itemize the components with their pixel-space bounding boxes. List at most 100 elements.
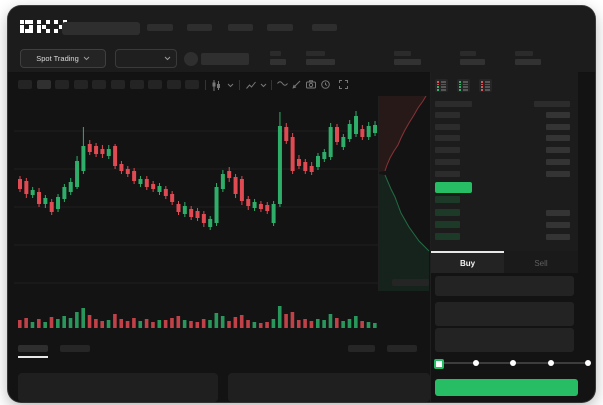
logo-pixel (29, 24, 34, 29)
icon-line (440, 83, 446, 86)
book-bids-icon[interactable] (457, 79, 470, 92)
amount-slider[interactable] (434, 356, 591, 370)
timeframe-button[interactable] (73, 80, 88, 89)
ob-bid-row[interactable] (431, 209, 578, 217)
timeframe-button[interactable] (55, 80, 70, 89)
amount-input-placeholder[interactable] (435, 302, 574, 326)
bid-depth-bar (435, 221, 460, 228)
ticker-stat-label-placeholder (460, 51, 476, 56)
bottom-toolbar-placeholder[interactable] (387, 345, 417, 352)
depth-chart (378, 96, 430, 291)
sell-tab-label: Sell (534, 258, 548, 268)
active-tab-underline (18, 356, 48, 358)
last-price-tag[interactable] (435, 182, 472, 193)
logo-pixel (41, 24, 46, 29)
bottom-toolbar-placeholder[interactable] (348, 345, 375, 352)
icon-dot (437, 88, 439, 91)
ask-amount-placeholder (546, 147, 570, 153)
search-bar[interactable] (62, 22, 140, 35)
candlestick-chart[interactable] (14, 94, 378, 296)
timeframe-button[interactable] (185, 80, 200, 89)
icon-line (484, 88, 490, 91)
icon-dot (459, 83, 461, 86)
market-type-label: Spot Trading (36, 54, 79, 63)
chevron-down-icon (83, 56, 90, 61)
icon-line (462, 83, 468, 86)
timeframe-button[interactable] (92, 80, 107, 89)
nav-item-placeholder[interactable] (312, 24, 337, 31)
timeframe-button[interactable] (129, 80, 144, 89)
bid-depth-bar (435, 233, 460, 240)
bid-amount-placeholder (546, 222, 570, 228)
bottom-tab[interactable] (18, 345, 48, 352)
logo-pixel (20, 24, 25, 29)
pencil-tool-icon[interactable] (292, 80, 301, 89)
order-history-panel-placeholder (228, 373, 430, 402)
buy-tab[interactable]: Buy (431, 251, 504, 273)
nav-item-placeholder[interactable] (228, 24, 253, 31)
ob-col-header-amount (534, 101, 570, 107)
bid-depth-bar (435, 209, 460, 216)
bid-depth-bar (435, 196, 460, 203)
icon-line (462, 88, 468, 91)
nav-item-placeholder[interactable] (267, 24, 293, 31)
ticker-stat-value-placeholder (270, 59, 286, 65)
logo-pixel (24, 20, 29, 25)
ob-ask-row[interactable] (431, 171, 578, 179)
ticker-stat-value-placeholder (460, 59, 485, 65)
ob-ask-row[interactable] (431, 159, 578, 167)
open-orders-panel-placeholder (18, 373, 218, 402)
ob-bid-row[interactable] (431, 196, 578, 204)
icon-line (440, 81, 446, 83)
timeframe-button[interactable] (18, 80, 32, 89)
slider-dot[interactable] (547, 360, 554, 366)
slider-dot[interactable] (585, 360, 591, 366)
timeframe-button[interactable] (111, 80, 125, 89)
ob-ask-row[interactable] (431, 147, 578, 155)
ask-price-placeholder (435, 112, 460, 118)
book-combined-icon[interactable] (435, 79, 448, 92)
icon-line (484, 86, 490, 88)
timeframe-button[interactable] (36, 80, 51, 89)
bottom-tab[interactable] (60, 345, 90, 352)
ticker-stat-value-placeholder (394, 59, 421, 65)
history-icon[interactable] (321, 80, 330, 89)
ob-ask-row[interactable] (431, 124, 578, 132)
line-tool-icon[interactable] (277, 80, 288, 87)
market-type-selector[interactable]: Spot Trading (20, 49, 106, 68)
buy-submit-button[interactable] (435, 379, 578, 396)
icon-line (484, 81, 490, 83)
nav-item-placeholder[interactable] (147, 24, 173, 31)
ask-price-placeholder (435, 124, 460, 130)
ask-price-placeholder (435, 171, 460, 177)
bid-amount-placeholder (546, 234, 570, 240)
sell-tab[interactable]: Sell (504, 251, 578, 273)
timeframe-button[interactable] (148, 80, 163, 89)
slider-dot[interactable] (510, 360, 516, 366)
icon-dot (481, 88, 483, 91)
ob-bid-row[interactable] (431, 221, 578, 229)
logo-pixel (46, 20, 51, 25)
ob-ask-row[interactable] (431, 112, 578, 120)
logo-pixel (37, 20, 42, 25)
indicators-icon[interactable] (246, 80, 256, 90)
price-input-placeholder[interactable] (435, 276, 574, 296)
ob-ask-row[interactable] (431, 135, 578, 143)
logo-pixel (37, 29, 42, 34)
nav-item-placeholder[interactable] (187, 24, 212, 31)
slider-handle[interactable] (434, 359, 444, 369)
logo-pixel (46, 29, 51, 34)
fullscreen-icon[interactable] (339, 80, 348, 89)
book-asks-icon[interactable] (479, 79, 492, 92)
icon-dot (459, 81, 461, 83)
chevron-down-icon[interactable] (227, 83, 234, 88)
timeframe-button[interactable] (166, 80, 181, 89)
ticker-stat-label-placeholder (515, 51, 533, 56)
total-input-placeholder[interactable] (435, 328, 574, 352)
slider-dot[interactable] (472, 360, 479, 366)
ob-bid-row[interactable] (431, 233, 578, 241)
candle-style-icon[interactable] (211, 80, 221, 91)
camera-icon[interactable] (306, 80, 316, 89)
pair-dropdown[interactable] (115, 49, 177, 68)
chevron-down-icon[interactable] (260, 83, 267, 88)
